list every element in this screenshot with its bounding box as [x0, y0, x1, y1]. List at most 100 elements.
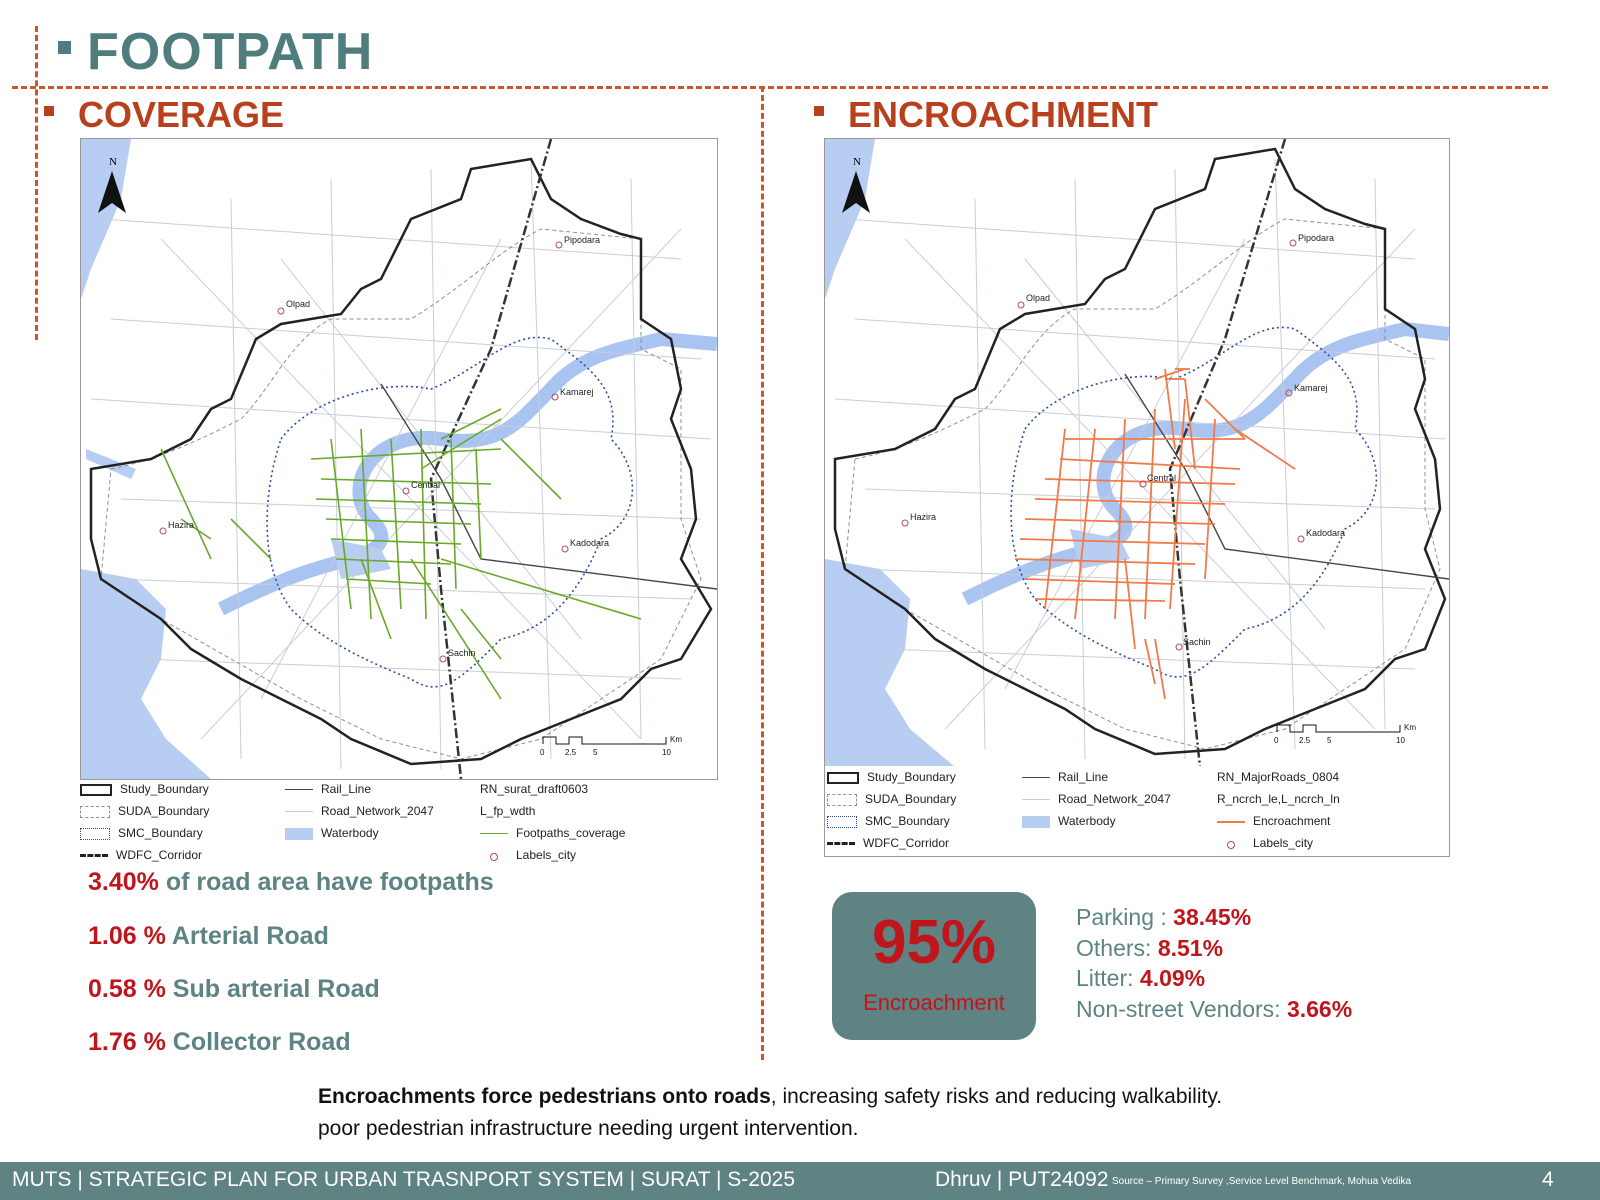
place-marker-kadodara — [1297, 535, 1305, 543]
place-label-central: Central — [411, 480, 440, 490]
stat-sub-arterial-road: 0.58 % Sub arterial Road — [88, 975, 380, 1003]
scale-tick-0: 0 — [1274, 736, 1279, 745]
encroachment-title: ENCROACHMENT — [814, 94, 1158, 136]
encroachment-percent: 95% — [871, 908, 997, 977]
road-network — [90, 158, 712, 770]
legend-swatch-encroachment — [1217, 820, 1245, 823]
encroachment-map-graphic: Pipodara Olpad Kamarej Central Hazira Ka… — [825, 138, 1450, 768]
legend-label-rail-line: Rail_Line — [1058, 770, 1109, 784]
legend-layer-name: RN_surat_draft0603 — [480, 782, 589, 796]
title-bullet-icon — [58, 40, 71, 54]
footer-author: Dhruv | PUT24092 — [935, 1168, 1109, 1191]
place-marker-central — [402, 487, 410, 495]
legend-label-labels-city: Labels_city — [1253, 836, 1314, 850]
legend-swatch-study-boundary — [827, 771, 859, 784]
legend-swatch-labels-city — [480, 850, 508, 862]
legend-swatch-smc-boundary — [80, 827, 110, 840]
encroachment-legend: Study_Boundary SUDA_Boundary SMC_Boundar… — [824, 766, 1450, 857]
legend-label-rail-line: Rail_Line — [321, 782, 372, 796]
legend-label-encroachment: Encroachment — [1253, 814, 1331, 828]
coverage-title: COVERAGE — [44, 94, 284, 136]
scale-bar — [542, 736, 667, 745]
legend-swatch-waterbody — [285, 827, 313, 840]
footer-program: MUTS | STRATEGIC PLAN FOR URBAN TRASNPOR… — [12, 1168, 796, 1191]
legend-field-name: L_fp_wdth — [480, 804, 536, 818]
smc-boundary — [266, 336, 634, 688]
suda-boundary — [844, 218, 1441, 750]
encroachment-map: Pipodara Olpad Kamarej Central Hazira Ka… — [824, 138, 1450, 768]
wdfc-corridor — [1168, 138, 1287, 768]
legend-swatch-labels-city — [1217, 838, 1245, 850]
legend-swatch-rail-line — [1022, 777, 1050, 779]
legend-label-wdfc-corridor: WDFC_Corridor — [863, 836, 950, 850]
legend-label-waterbody: Waterbody — [321, 826, 379, 840]
place-label-sachin: Sachin — [448, 648, 476, 658]
place-label-kamarej: Kamarej — [1294, 383, 1328, 393]
stat-road-area: 3.40% of road area have footpaths — [88, 868, 494, 896]
left-dashed-divider — [35, 26, 38, 340]
scale-bar — [1276, 724, 1401, 733]
place-label-kadodara: Kadodara — [570, 538, 609, 548]
stat-collector-road: 1.76 % Collector Road — [88, 1028, 351, 1056]
legend-swatch-wdfc-corridor — [80, 854, 108, 858]
top-dashed-divider — [12, 86, 1548, 89]
scale-tick-10: 10 — [1396, 736, 1405, 745]
north-arrow-icon — [98, 171, 126, 213]
legend-label-suda-boundary: SUDA_Boundary — [865, 792, 957, 806]
place-marker-sachin — [439, 655, 447, 663]
legend-label-road-network: Road_Network_2047 — [1058, 792, 1171, 806]
place-marker-pipodara — [1289, 239, 1297, 247]
legend-field-name: R_ncrch_le,L_ncrch_ln — [1217, 792, 1340, 806]
place-marker-pipodara — [555, 241, 563, 249]
place-label-kadodara: Kadodara — [1306, 528, 1345, 538]
legend-label-smc-boundary: SMC_Boundary — [865, 814, 950, 828]
suda-boundary — [100, 228, 702, 760]
place-label-kamarej: Kamarej — [560, 387, 594, 397]
place-label-central: Central — [1147, 473, 1176, 483]
section-bullet-icon — [814, 106, 824, 117]
breakdown-litter: Litter: 4.09% — [1076, 965, 1206, 991]
coverage-map-graphic: Pipodara Olpad Kamarej Central Hazira Ka… — [81, 138, 718, 780]
legend-label-footpaths-coverage: Footpaths_coverage — [516, 826, 626, 840]
place-marker-central — [1139, 480, 1147, 488]
note-line-2: poor pedestrian infrastructure needing u… — [318, 1117, 859, 1140]
north-arrow-icon — [842, 171, 870, 213]
place-label-olpad: Olpad — [286, 299, 310, 309]
wdfc-corridor — [429, 138, 553, 780]
legend-swatch-road-network — [285, 811, 313, 813]
study-boundary — [833, 147, 1447, 756]
place-marker-sachin — [1175, 643, 1183, 651]
legend-label-wdfc-corridor: WDFC_Corridor — [116, 848, 203, 862]
legend-label-labels-city: Labels_city — [516, 848, 577, 862]
breakdown-parking: Parking : 38.45% — [1076, 904, 1252, 930]
breakdown-non-street-vendors: Non-street Vendors: 3.66% — [1076, 996, 1353, 1022]
encroachment-summary-box: 95% Encroachment — [832, 892, 1036, 1040]
legend-swatch-suda-boundary — [827, 793, 857, 806]
legend-swatch-wdfc-corridor — [827, 842, 855, 846]
place-marker-kamarej — [1285, 389, 1293, 397]
scale-tick-2-5: 2.5 — [1299, 736, 1311, 745]
page-title: FOOTPATH — [58, 22, 373, 82]
scale-tick-0: 0 — [540, 748, 545, 757]
place-marker-hazira — [901, 519, 909, 527]
middle-dashed-divider — [761, 86, 764, 1060]
smc-boundary — [1010, 326, 1378, 678]
encroachment-lines — [1014, 368, 1296, 700]
place-marker-kadodara — [561, 545, 569, 553]
place-label-sachin: Sachin — [1183, 637, 1211, 647]
waterbody-sea-south — [81, 569, 211, 779]
scale-tick-5: 5 — [1327, 736, 1332, 745]
scale-unit: Km — [1404, 723, 1416, 732]
place-marker-olpad — [277, 307, 285, 315]
legend-label-study-boundary: Study_Boundary — [867, 770, 956, 784]
legend-swatch-footpaths-coverage — [480, 833, 508, 835]
breakdown-others: Others: 8.51% — [1076, 935, 1224, 961]
stat-arterial-road: 1.06 % Arterial Road — [88, 922, 329, 950]
north-label: N — [853, 156, 861, 168]
legend-swatch-rail-line — [285, 789, 313, 791]
scale-unit: Km — [670, 735, 682, 744]
section-bullet-icon — [44, 106, 54, 117]
scale-tick-5: 5 — [593, 748, 598, 757]
legend-swatch-smc-boundary — [827, 815, 857, 828]
waterbody-creek — [86, 449, 136, 479]
